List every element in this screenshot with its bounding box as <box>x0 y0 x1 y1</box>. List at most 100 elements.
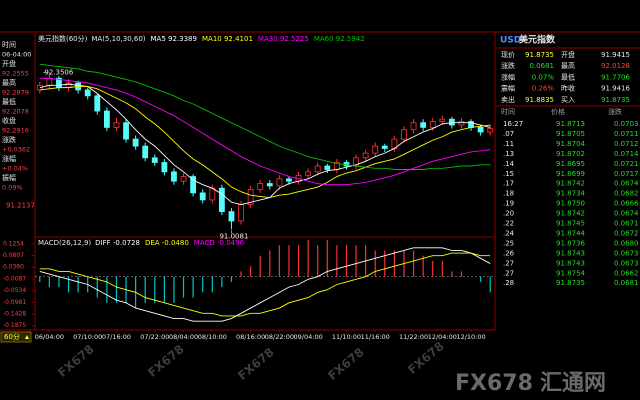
candle-body <box>314 165 321 173</box>
tick-price: 91.8743 <box>556 259 585 267</box>
quote-label: 昨收 <box>561 84 575 93</box>
tick-time: 16:27 <box>503 120 523 128</box>
candle-body <box>161 162 168 173</box>
candle-body <box>46 77 53 86</box>
tick-price: 91.8750 <box>556 200 585 208</box>
y-tick-label: -0.0981 <box>3 299 26 306</box>
x-tick-label: 09/04:00 <box>294 333 323 341</box>
tick-time: .20 <box>503 210 514 218</box>
quote-label: 最低 <box>561 72 575 81</box>
quote-label: 最高 <box>561 61 575 70</box>
x-tick-label: 11/10:00 <box>332 333 361 341</box>
y-tick-label: 0.1254 <box>3 240 24 247</box>
tick-time: .19 <box>503 200 514 208</box>
candle-body <box>103 110 110 128</box>
quote-value: 91.9415 <box>601 51 630 59</box>
info-value: +0.0362 <box>2 146 30 154</box>
legend-entry: DIFF -0.0728 <box>95 239 140 247</box>
tick-change: 0.0682 <box>614 190 639 198</box>
tick-time: .25 <box>503 239 514 247</box>
tick-price: 91.8743 <box>556 249 585 257</box>
info-label: 涨跌 <box>2 135 16 144</box>
info-value: 06-04:00 <box>2 51 31 59</box>
indicator: MA(5,10,30,60) <box>91 35 145 43</box>
candle-body <box>305 171 312 176</box>
tick-change: 0.0666 <box>614 200 639 208</box>
quote-label: 现价 <box>501 51 515 59</box>
macd-line <box>39 252 491 317</box>
y-tick-label: -0.0087 <box>3 275 26 282</box>
watermark-cn: 汇通网 <box>540 371 606 396</box>
tick-time: .18 <box>503 190 514 198</box>
tick-price: 91.8744 <box>556 229 585 237</box>
period-button[interactable]: 60分 <box>4 332 20 341</box>
tick-price: 91.8736 <box>556 239 585 247</box>
y-tick-label: 0.0360 <box>3 264 24 271</box>
tick-price: 91.8745 <box>556 220 585 228</box>
tick-change: 0.0662 <box>614 269 639 277</box>
legend-entry: DEA -0.0480 <box>145 239 189 247</box>
tick-time: .13 <box>503 150 514 158</box>
candle-body <box>199 192 206 201</box>
info-value: 92.2078 <box>2 108 29 116</box>
candle-body <box>410 122 417 131</box>
x-tick-label: 08/22:00 <box>265 333 294 341</box>
candle-body <box>151 157 158 163</box>
y-tick-label: -0.1428 <box>3 311 26 318</box>
quote-label: 买入 <box>561 96 575 104</box>
candle-body <box>218 187 225 213</box>
legend-entry: MA30 92.5225 <box>258 35 309 43</box>
ma-line <box>39 83 491 206</box>
quote-label: 卖出 <box>501 95 515 104</box>
tick-price: 91.8699 <box>556 170 585 178</box>
tick-time: .26 <box>503 249 515 257</box>
info-value: +0.04% <box>2 165 28 173</box>
quote-label: 开盘 <box>561 50 575 59</box>
quote-value: 91.8735 <box>601 96 630 104</box>
quote-value: 91.8735 <box>525 51 554 59</box>
info-value: 92.2979 <box>2 89 29 97</box>
watermark-brand: FX678 <box>455 371 533 396</box>
candle-body <box>487 128 494 133</box>
info-label: 振幅 <box>2 173 16 182</box>
info-value: 92.2555 <box>2 70 29 78</box>
ma-line <box>39 63 491 170</box>
quote-label: 震幅 <box>501 84 515 93</box>
period-arrow[interactable] <box>25 335 29 339</box>
tick-time: .28 <box>503 279 514 287</box>
candle-body <box>123 122 129 140</box>
info-label: 涨幅 <box>2 154 16 163</box>
tick-price: 91.8754 <box>556 269 585 277</box>
ma-line <box>39 77 491 186</box>
quote-symbol: USD <box>500 36 521 46</box>
info-label: 最高 <box>2 78 16 87</box>
candle-body <box>362 152 369 159</box>
info-label: 开盘 <box>2 59 16 68</box>
candle-body <box>180 176 187 182</box>
candle-body <box>420 122 427 128</box>
info-label: 收盘 <box>2 116 16 125</box>
candle-body <box>84 89 91 97</box>
y-tick-label: 91.2137 <box>6 201 35 209</box>
tick-price: 91.8705 <box>556 130 585 138</box>
ticks-header: 价格 <box>551 107 565 116</box>
candle-body <box>286 178 292 182</box>
tick-change: 0.0673 <box>614 249 639 257</box>
legend-entry: MA5 92.3389 <box>151 35 197 43</box>
info-value: 0.09% <box>2 184 23 192</box>
ticks-header: 涨跌 <box>608 107 622 116</box>
legend-entry: MACD -0.0496 <box>194 239 245 247</box>
tick-time: .22 <box>503 220 514 228</box>
x-tick-label: 08/04:00 <box>169 333 198 341</box>
period-button-bg[interactable] <box>0 331 32 343</box>
tick-change: 0.0703 <box>614 120 639 128</box>
candle-body <box>132 138 139 147</box>
candle-body <box>238 204 244 222</box>
tick-change: 0.0721 <box>614 160 639 168</box>
x-tick-label: 08/16:00 <box>236 333 265 341</box>
frame <box>0 31 640 331</box>
low-label: 91.0081 <box>219 232 248 240</box>
chart-title: 美元指数(60分) <box>38 34 88 43</box>
candle-body <box>65 82 72 89</box>
x-tick-label: 12/10:00 <box>456 333 485 341</box>
